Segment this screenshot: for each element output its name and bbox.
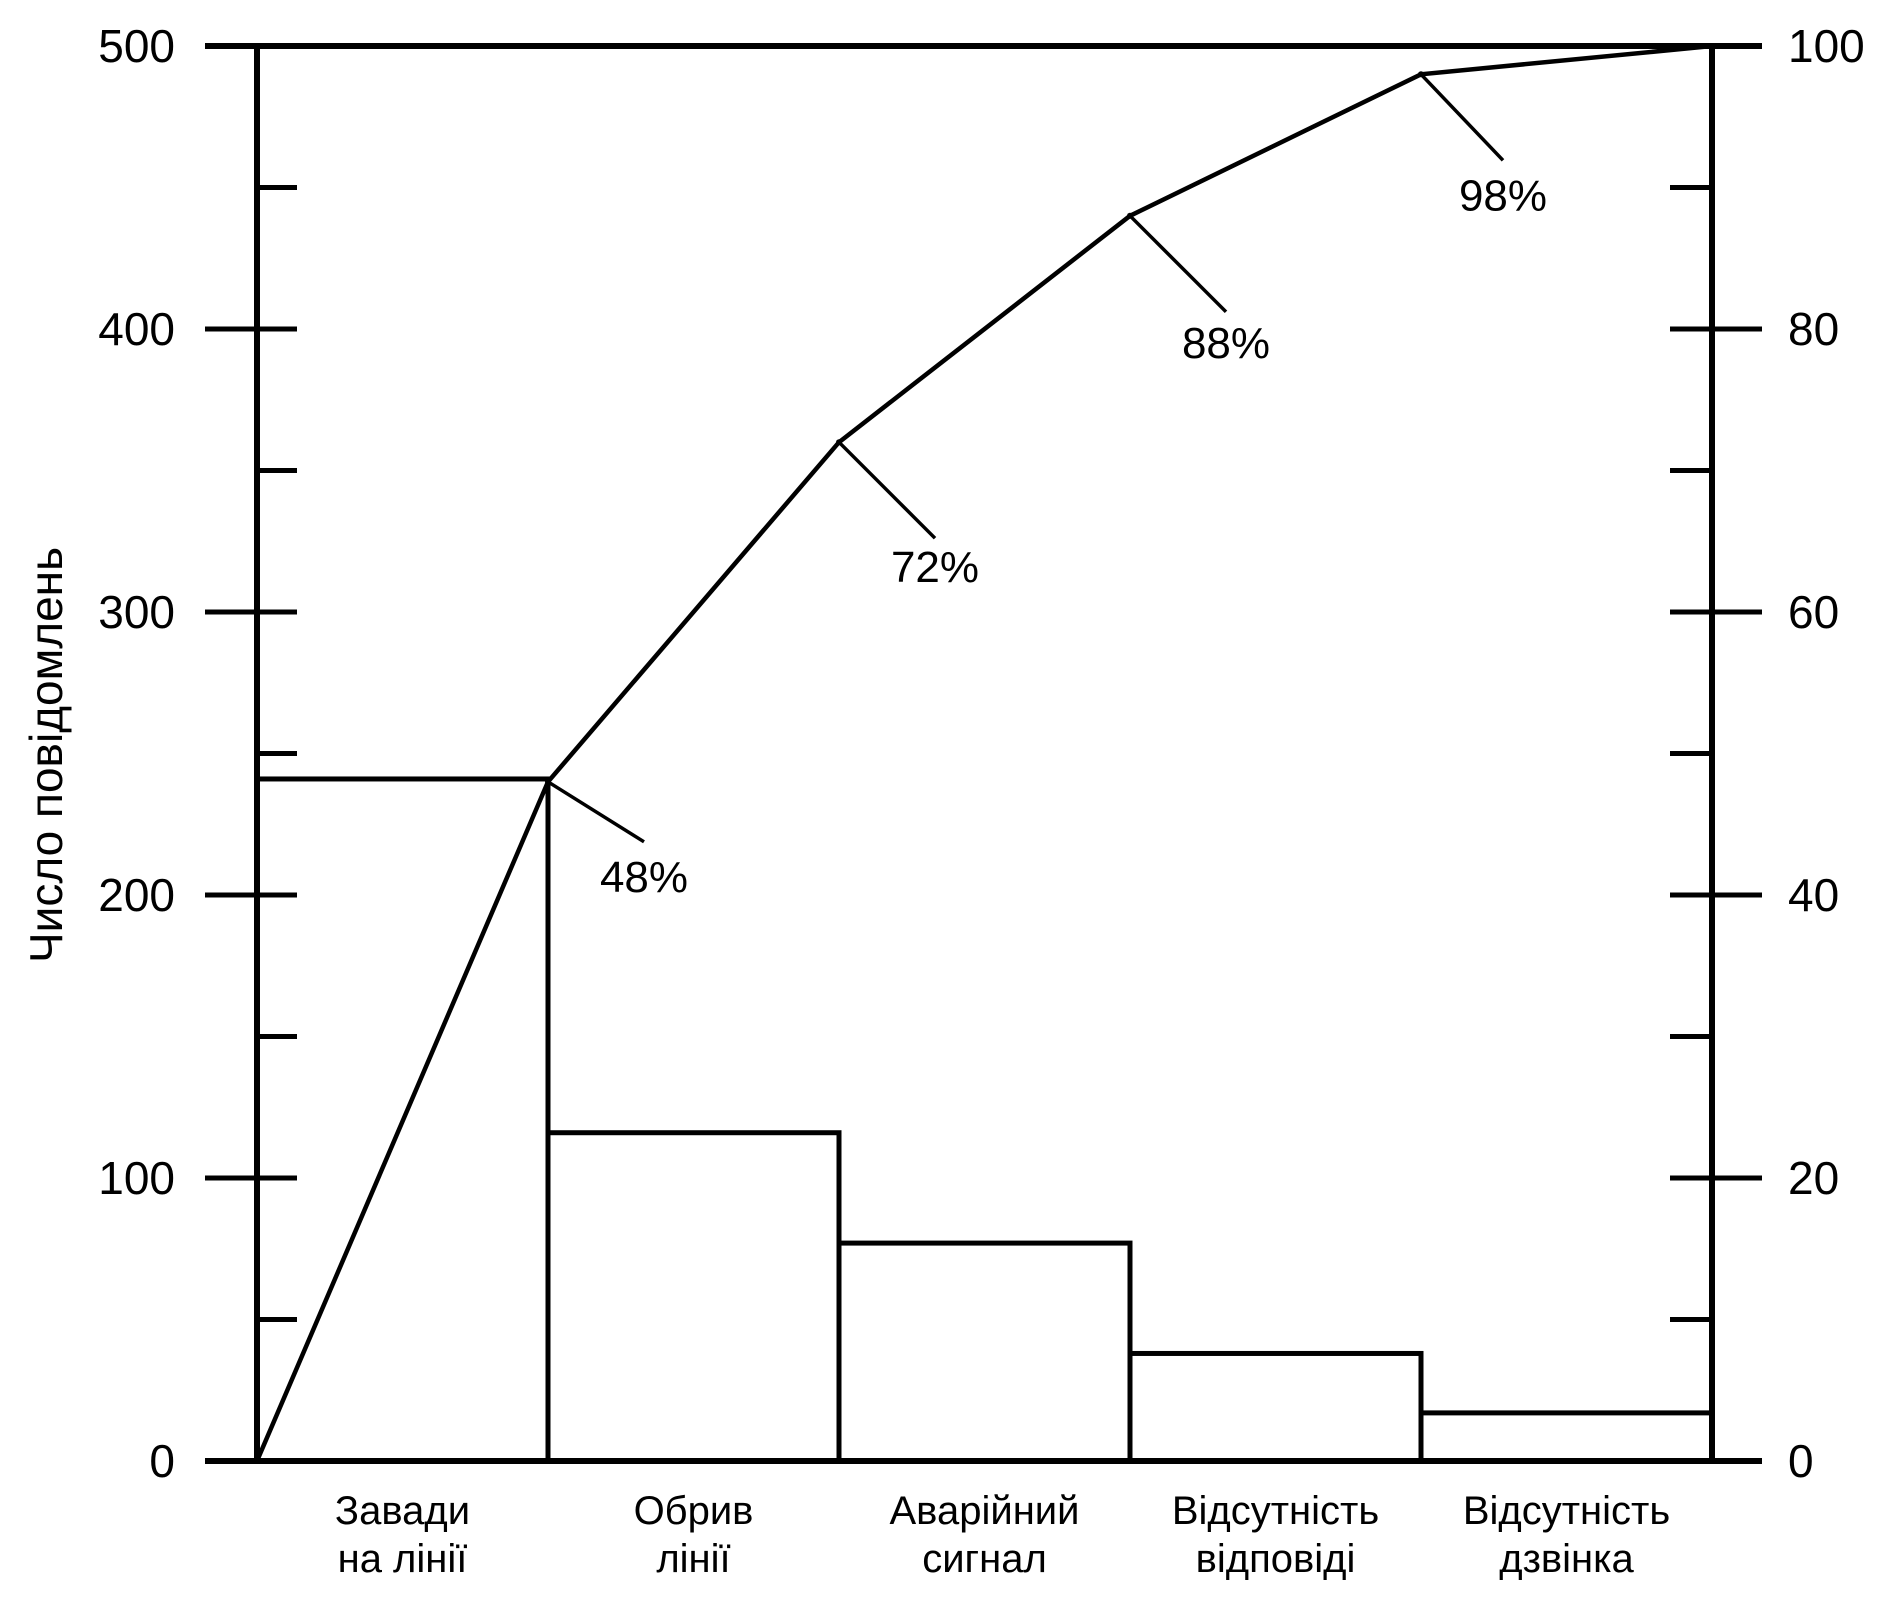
bar-1	[545, 1130, 842, 1464]
y2-tick-label-40: 40	[1788, 869, 1839, 921]
category-label-1: Обрив лінії	[634, 1489, 754, 1581]
category-label-3: Відсутність відповіді	[1172, 1489, 1379, 1581]
percent-label-0: 48%	[600, 853, 688, 902]
category-label-line: Відсутність	[1463, 1489, 1670, 1533]
y-tick-label-500: 500	[98, 20, 175, 72]
category-label-line: Аварійний	[890, 1489, 1080, 1533]
y-tick-label-200: 200	[98, 869, 175, 921]
category-label-line: Відсутність	[1172, 1489, 1379, 1533]
percent-label-3: 98%	[1459, 171, 1547, 220]
labels-group: 0 100 200 300 400 500 0 20 40 60 80 100 Завади на лін…	[98, 20, 1865, 1581]
percent-leader-3	[1419, 73, 1505, 162]
category-label-line: відповіді	[1196, 1537, 1356, 1581]
percent-leader-1	[837, 440, 937, 540]
percent-label-1: 72%	[891, 543, 979, 592]
category-label-4: Відсутність дзвінка	[1463, 1489, 1670, 1581]
bar-4	[1418, 1410, 1715, 1464]
percent-leader-0	[547, 780, 645, 844]
category-label-0: Завади на лінії	[335, 1489, 470, 1581]
bars-group	[254, 776, 1715, 1464]
cumulative-point-4	[1709, 43, 1715, 49]
axes-group	[205, 43, 1762, 1464]
y2-tick-label-20: 20	[1788, 1152, 1839, 1204]
y-tick-label-100: 100	[98, 1152, 175, 1204]
category-label-line: Обрив	[634, 1489, 754, 1533]
y-tick-label-400: 400	[98, 303, 175, 355]
cumulative-line-group	[254, 43, 1715, 1462]
y2-tick-label-100: 100	[1788, 20, 1865, 72]
bar-2	[836, 1240, 1133, 1464]
y-axis-title: Число повідомлень	[20, 547, 72, 963]
y-tick-label-0: 0	[149, 1435, 175, 1487]
y-tick-label-300: 300	[98, 586, 175, 638]
bar-3	[1127, 1350, 1424, 1464]
y2-tick-label-80: 80	[1788, 303, 1839, 355]
percent-leader-2	[1128, 214, 1228, 314]
category-label-2: Аварійний сигнал	[890, 1489, 1080, 1581]
percent-label-2: 88%	[1182, 319, 1270, 368]
category-label-line: сигнал	[922, 1537, 1047, 1581]
y2-tick-label-60: 60	[1788, 586, 1839, 638]
category-label-line: Завади	[335, 1489, 470, 1533]
category-label-line: на лінії	[338, 1537, 468, 1581]
y2-tick-label-0: 0	[1788, 1435, 1814, 1487]
category-label-line: дзвінка	[1499, 1537, 1634, 1581]
category-label-line: лінії	[656, 1537, 730, 1581]
cumulative-line	[254, 43, 1713, 1462]
